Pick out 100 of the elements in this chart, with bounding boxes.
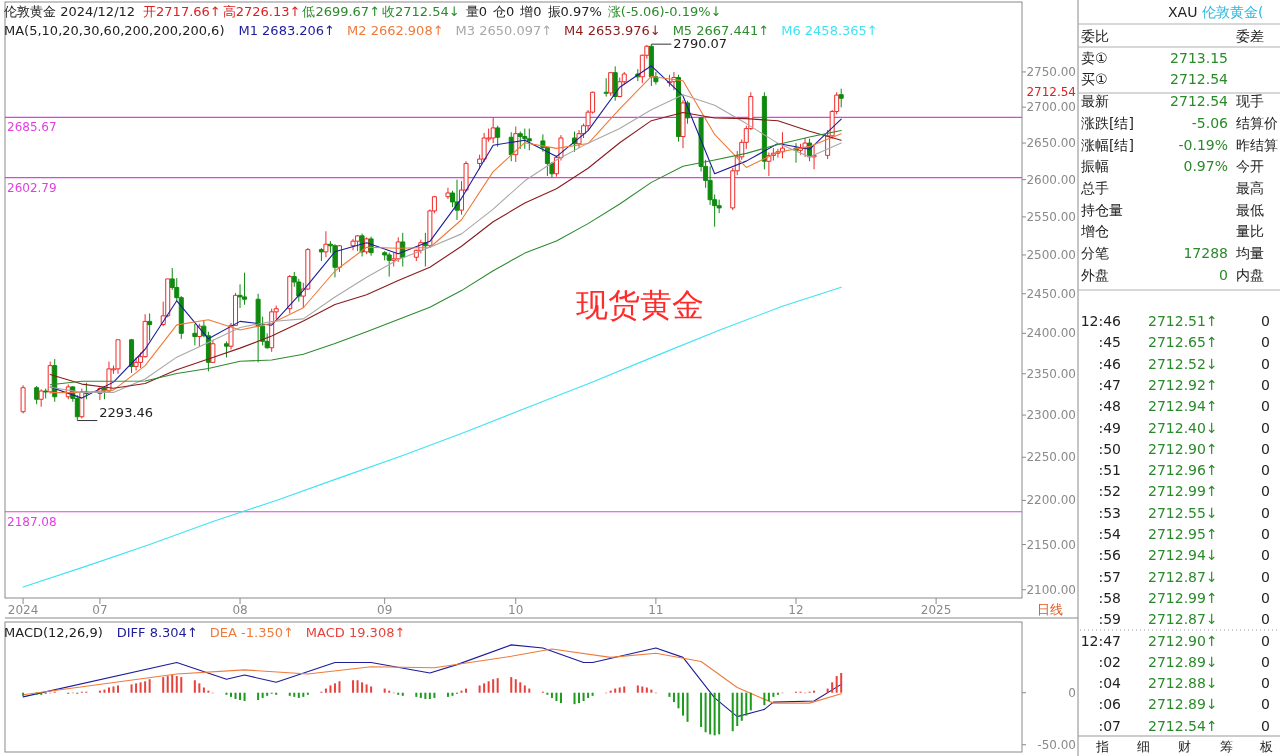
bar [718,692,721,735]
bar [826,688,829,693]
candlestick [79,388,85,419]
text: 0 [1261,419,1270,436]
bar [446,692,449,697]
text: 0 [1261,696,1270,713]
bar [234,692,237,699]
candlestick [481,132,487,163]
text: 0 [1261,547,1270,564]
text: :02 [1098,653,1121,670]
bar [428,692,431,699]
bar [293,692,296,697]
text: :58 [1098,589,1121,606]
bar [98,690,101,693]
text: M6 2458.365↑ [781,23,878,38]
candlestick [192,323,198,346]
bar [465,688,468,693]
bar [139,682,142,693]
bar [587,692,590,698]
bar [424,692,427,699]
text: 2712.90↑ [1148,440,1218,457]
text: :45 [1098,334,1121,351]
bar [492,679,495,693]
text: 2712.40↓ [1148,419,1218,436]
bar [239,692,242,700]
y-tick-label: 2600.00 [1026,172,1076,187]
text: 2712.89↓ [1148,653,1218,670]
candlestick [255,293,261,363]
bar [225,692,228,695]
candlestick [115,339,121,375]
text: :50 [1098,440,1121,457]
x-tick-label: 09 [377,603,393,617]
bar [333,683,336,693]
text: 分笔 [1081,245,1109,261]
annotation: 量0 [465,4,487,19]
text: 2712.54 [1026,85,1076,99]
text: 12:47 [1080,632,1121,649]
y-tick-label: 2350.00 [1026,366,1076,381]
text: :46 [1098,355,1122,372]
chart-title: 伦敦黄金 2024/12/12 [4,4,136,19]
ref-line-label: 2685.67 [7,120,57,135]
text: :47 [1098,376,1121,393]
candlestick [287,274,293,314]
text: XAU 伦敦黄金( [1168,4,1264,20]
text: 均量 [1235,245,1264,261]
bar [767,692,770,702]
bar [207,690,210,693]
bar [745,692,748,716]
bar [365,684,368,693]
bar [162,677,165,693]
x-tick-label: 2024 [7,603,39,617]
y-tick-label: 2250.00 [1026,450,1076,465]
text: M1 2683.206↑ [238,23,336,38]
candlestick [34,385,40,405]
text: 卖① [1081,49,1108,66]
y-tick-label: 2550.00 [1026,209,1076,224]
text: 2712.51↑ [1148,313,1218,329]
bar [682,692,684,716]
text: 指 [1094,739,1109,754]
y-tick-label: 2300.00 [1026,408,1076,423]
text: 0 [1261,504,1270,521]
text: 2712.99↑ [1148,589,1218,606]
text: :57 [1098,568,1121,585]
text: 日线 [1037,602,1063,617]
text: 2712.54 [1170,71,1229,88]
candlestick [603,77,609,98]
bar [776,692,779,695]
bar [650,689,653,693]
bar [352,680,355,693]
bar [415,692,418,697]
text: M5 2667.441↑ [672,23,770,38]
bar [388,690,391,693]
text: 今开 [1236,158,1264,175]
text: 2712.90↑ [1148,632,1218,649]
bar [40,692,43,695]
ref-line-label: 2187.08 [7,514,57,529]
text: 2712.94↑ [1148,398,1218,415]
y-tick-label: 2400.00 [1026,326,1076,341]
candlestick [608,72,614,97]
text: 总手 [1080,179,1109,196]
text: M4 2653.976↓ [564,23,661,38]
candlestick [43,388,49,399]
text: 0 [1219,266,1228,283]
text: :07 [1098,717,1121,734]
annotation: 增0 [519,4,542,19]
bar [772,692,775,697]
bar [257,692,260,700]
text: 最低 [1236,201,1264,218]
text: 2712.54↑ [1148,717,1218,734]
bar [686,692,689,722]
y-tick-label: 2700.00 [1026,100,1076,115]
bar [668,692,671,697]
text: 0.97% [1183,158,1228,175]
bar [35,692,38,695]
bar [275,692,278,695]
candlestick [223,340,229,358]
bar [107,687,110,693]
candlestick [522,128,528,150]
text: 最高 [1236,179,1264,196]
bar [677,692,680,709]
